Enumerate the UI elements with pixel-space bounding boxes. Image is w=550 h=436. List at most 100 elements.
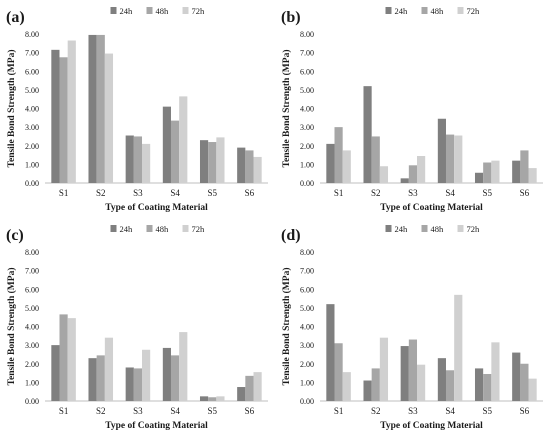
- legend: 24h 48h 72h: [385, 224, 481, 234]
- bar-S5-48h: [483, 373, 492, 401]
- x-axis-title: Type of Coating Material: [105, 203, 208, 213]
- bar-S6-48h: [245, 375, 254, 401]
- y-tick-label: 2.00: [300, 142, 314, 151]
- bar-S1-24h: [51, 345, 60, 401]
- category-label: S4: [170, 188, 180, 198]
- category-label: S2: [371, 406, 381, 416]
- bar-S6-24h: [237, 387, 246, 401]
- y-tick-label: 6.00: [300, 67, 314, 76]
- legend-swatch-48h: [421, 225, 428, 232]
- bar-S6-48h: [245, 150, 254, 183]
- category-label: S3: [133, 188, 143, 198]
- y-tick-label: 7.00: [300, 267, 314, 276]
- bar-S6-72h: [253, 156, 262, 183]
- bar-S4-48h: [445, 134, 455, 183]
- bar-S5-48h: [208, 397, 217, 401]
- bar-S1-48h: [334, 343, 343, 401]
- bar-S6-24h: [237, 147, 246, 183]
- legend-swatch-24h: [110, 7, 117, 14]
- y-tick-label: 1.00: [300, 378, 314, 387]
- bar-S3-24h: [125, 367, 134, 401]
- legend-swatch-72h: [457, 7, 464, 14]
- y-tick-label: 3.00: [300, 341, 314, 350]
- legend-swatch-24h: [110, 225, 117, 232]
- category-label: S5: [482, 406, 492, 416]
- legend: 24h 48h 72h: [110, 6, 205, 16]
- y-tick-label: 3.00: [300, 123, 314, 132]
- y-tick-label: 0.00: [300, 397, 314, 406]
- category-label: S4: [170, 406, 180, 416]
- category-label: S6: [245, 406, 255, 416]
- y-tick-label: 1.00: [25, 378, 39, 387]
- y-tick-label: 3.00: [25, 123, 39, 132]
- bar-S2-72h: [104, 53, 114, 184]
- bar-S3-72h: [417, 364, 426, 401]
- category-label: S2: [96, 188, 106, 198]
- legend-swatch-24h: [385, 225, 392, 232]
- bar-S4-72h: [454, 294, 463, 401]
- legend-swatch-48h: [421, 7, 428, 14]
- y-axis-title: Tensile Bond Strength (MPa): [281, 268, 292, 386]
- legend-label: 24h: [395, 6, 409, 16]
- y-tick-label: 7.00: [25, 267, 39, 276]
- y-tick-label: 7.00: [300, 49, 314, 58]
- y-tick-label: 8.00: [25, 30, 39, 39]
- category-label: S4: [445, 188, 455, 198]
- bar-S3-24h: [125, 135, 134, 183]
- bar-S5-24h: [199, 140, 209, 183]
- legend-label: 24h: [395, 224, 409, 234]
- category-label: S5: [207, 406, 217, 416]
- category-label: S3: [408, 406, 418, 416]
- bar-S2-48h: [96, 355, 105, 401]
- legend-label: 72h: [467, 224, 481, 234]
- legend: 24h 48h 72h: [110, 224, 205, 234]
- legend-swatch-72h: [182, 7, 189, 14]
- bar-S1-48h: [59, 57, 68, 183]
- bar-S1-24h: [326, 304, 335, 401]
- y-tick-label: 6.00: [25, 67, 39, 76]
- bar-S5-48h: [483, 162, 492, 183]
- legend-label: 48h: [156, 6, 170, 16]
- y-tick-label: 6.00: [300, 285, 314, 294]
- category-label: S2: [96, 406, 106, 416]
- legend-swatch-48h: [146, 7, 153, 14]
- chart-panel-c: (c) 0.00 1.00 2.00 3.00 4.00 5.00 6.00 7.00 8.00 S…: [6, 224, 268, 431]
- bar-S2-24h: [88, 34, 97, 184]
- legend-label: 48h: [156, 224, 170, 234]
- y-axis-title: Tensile Bond Strength (MPa): [6, 268, 17, 386]
- legend-swatch-48h: [146, 225, 153, 232]
- legend-label: 72h: [467, 6, 481, 16]
- bar-S3-24h: [400, 178, 409, 183]
- bar-S5-24h: [474, 368, 484, 401]
- y-tick-label: 5.00: [300, 86, 314, 95]
- bar-S4-48h: [170, 120, 180, 183]
- bar-S6-24h: [512, 352, 521, 401]
- bar-S2-24h: [88, 358, 97, 401]
- legend-swatch-24h: [385, 7, 392, 14]
- y-tick-label: 0.00: [300, 179, 314, 188]
- panel-letter: (d): [281, 227, 301, 244]
- legend-swatch-72h: [457, 225, 464, 232]
- bar-S2-24h: [363, 380, 372, 401]
- x-axis-title: Type of Coating Material: [105, 421, 208, 431]
- y-tick-label: 4.00: [25, 105, 39, 114]
- y-tick-label: 5.00: [25, 86, 39, 95]
- bar-S5-24h: [199, 396, 209, 401]
- bar-S3-24h: [400, 346, 409, 401]
- bar-S4-72h: [179, 332, 188, 401]
- bar-S1-24h: [326, 143, 335, 183]
- bar-S6-48h: [520, 150, 529, 183]
- bar-S1-72h: [67, 40, 76, 183]
- y-axis-title: Tensile Bond Strength (MPa): [281, 50, 292, 168]
- category-label: S6: [520, 406, 530, 416]
- category-label: S3: [408, 188, 418, 198]
- y-tick-label: 6.00: [25, 285, 39, 294]
- bar-S5-72h: [216, 137, 225, 183]
- bar-S3-72h: [417, 155, 426, 183]
- chart-panel-b: (b) 0.00 1.00 2.00 3.00 4.00 5.00 6.00 7.00 8.00 S…: [281, 6, 543, 213]
- bar-S6-24h: [512, 160, 521, 183]
- bar-S1-72h: [342, 150, 351, 183]
- bar-S4-48h: [170, 355, 180, 401]
- bar-S3-72h: [142, 349, 151, 401]
- bar-S1-72h: [67, 318, 76, 401]
